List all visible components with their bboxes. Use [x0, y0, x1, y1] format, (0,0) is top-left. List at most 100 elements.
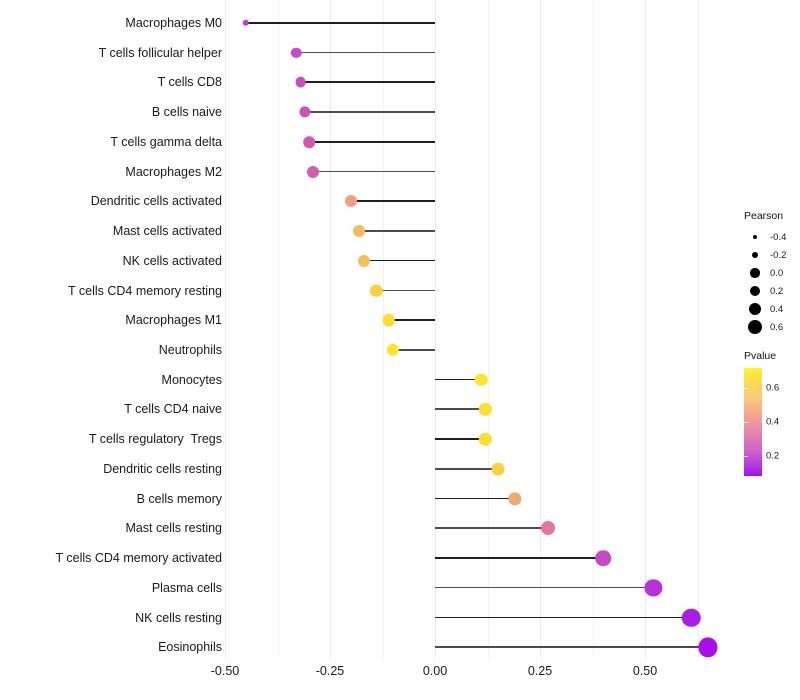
lollipop-point[interactable]	[345, 195, 357, 208]
y-axis-label: Mast cells resting	[125, 521, 222, 536]
lollipop-row	[232, 254, 733, 267]
gridline-minor	[592, 0, 594, 658]
colorbar-tickmark	[744, 455, 748, 457]
lollipop-stem	[435, 646, 708, 648]
lollipop-row	[232, 462, 733, 476]
legend-pearson-item: -0.4	[744, 228, 800, 246]
y-axis-label: Mast cells activated	[112, 224, 222, 239]
lollipop-point[interactable]	[541, 521, 556, 536]
legend-dot-icon	[744, 320, 766, 334]
legend-pearson-item: -0.2	[744, 246, 800, 264]
lollipop-row	[232, 433, 733, 446]
lollipop-stem	[435, 467, 498, 470]
lollipop-stem	[359, 230, 435, 232]
lollipop-row	[232, 637, 733, 657]
x-axis: -0.50 -0.25 0.00 0.25 0.50	[211, 658, 733, 688]
lollipop-stem	[296, 51, 435, 54]
y-axis-label: T cells CD4 naive	[124, 402, 222, 417]
legend-pearson-items: -0.4 -0.2 0.0 0.2 0.4 0.6	[744, 228, 800, 336]
colorbar-tickmark	[744, 422, 748, 423]
legend-pearson-item-label: 0.0	[770, 267, 784, 279]
lollipop-stem	[376, 289, 435, 292]
gridline-minor	[382, 0, 384, 658]
lollipop-row	[232, 47, 733, 58]
x-axis-tick-label: 0.50	[632, 664, 658, 678]
colorbar-tick-label: 0.6	[766, 382, 780, 394]
gridline-minor	[277, 0, 279, 658]
y-axis-labels: Macrophages M0 T cells follicular helper T…	[0, 0, 223, 700]
y-axis-label: Neutrophils	[158, 343, 222, 358]
y-axis-label: B cells memory	[136, 491, 222, 506]
lollipop-point[interactable]	[369, 284, 383, 297]
lollipop-point[interactable]	[681, 608, 701, 627]
lollipop-point[interactable]	[491, 462, 505, 476]
lollipop-point[interactable]	[291, 47, 302, 58]
lollipop-point[interactable]	[353, 225, 366, 238]
legend-dot-icon	[744, 285, 766, 297]
gridline-minor	[697, 0, 699, 658]
lollipop-point[interactable]	[474, 373, 488, 386]
y-axis-label: Macrophages M0	[125, 16, 222, 30]
x-axis-tick-label: -0.50	[210, 664, 240, 678]
y-axis-label: NK cells activated	[122, 253, 222, 268]
colorbar-tick-label: 0.2	[766, 450, 780, 462]
lollipop-row	[232, 106, 733, 118]
lollipop-stem	[393, 349, 435, 351]
lollipop-stem	[246, 22, 435, 24]
lollipop-point[interactable]	[644, 579, 662, 597]
lollipop-stem	[300, 81, 435, 84]
lollipop-point[interactable]	[479, 403, 492, 416]
lollipop-stem	[435, 616, 692, 619]
lollipop-stem	[435, 497, 515, 500]
legend-pvalue-title: Pvalue	[744, 350, 777, 362]
plot-panel	[225, 0, 733, 658]
y-axis-label: T cells CD4 memory resting	[68, 283, 222, 298]
lollipop-point[interactable]	[386, 343, 400, 357]
lollipop-row	[232, 284, 733, 297]
legend-pearson-item: 0.4	[744, 300, 800, 318]
legend-pearson-item: 0.2	[744, 282, 800, 300]
lollipop-row	[232, 314, 733, 327]
x-axis-tick-label: 0.25	[527, 664, 553, 678]
lollipop-row	[232, 373, 733, 386]
y-axis-label: Eosinophils	[158, 640, 222, 655]
legend-pearson-item-label: -0.2	[770, 249, 787, 261]
lollipop-point[interactable]	[307, 165, 320, 178]
lollipop-point[interactable]	[242, 19, 250, 27]
legend-pearson-item-label: -0.4	[770, 231, 787, 243]
y-axis-label: Dendritic cells activated	[90, 194, 222, 209]
gridline-major	[435, 0, 436, 658]
colorbar	[744, 368, 762, 476]
lollipop-point[interactable]	[382, 314, 395, 327]
lollipop-point[interactable]	[357, 254, 370, 267]
lollipop-row	[232, 136, 733, 148]
gridline-major	[645, 0, 646, 658]
lollipop-stem	[363, 259, 435, 262]
lollipop-point[interactable]	[303, 136, 315, 148]
lollipop-point[interactable]	[595, 550, 611, 566]
gridline-major	[225, 0, 226, 658]
y-axis-label: Macrophages M2	[125, 164, 222, 179]
legend-pearson-item-label: 0.4	[770, 303, 784, 315]
lollipop-point[interactable]	[508, 492, 522, 506]
gridline-minor	[487, 0, 489, 658]
x-axis-tick-label: 0.00	[422, 664, 448, 678]
legend-pearson-item-label: 0.6	[770, 321, 784, 333]
lollipop-row	[232, 403, 733, 416]
lollipop-point[interactable]	[299, 106, 311, 118]
lollipop-point[interactable]	[295, 77, 306, 88]
lollipop-stem	[351, 200, 435, 202]
legend-dot-icon	[744, 251, 766, 259]
y-axis-label: T cells regulatory Tregs	[88, 432, 222, 447]
legend-pvalue: Pvalue 0.6 0.4 0.2	[744, 350, 800, 476]
lollipop-stem	[313, 170, 435, 173]
lollipop-row	[232, 225, 733, 238]
y-axis-label: Plasma cells	[151, 580, 222, 595]
lollipop-point[interactable]	[698, 637, 718, 657]
colorbar-wrap: 0.6 0.4 0.2	[744, 368, 800, 476]
legend-dot-icon	[744, 234, 766, 240]
lollipop-row	[232, 579, 733, 597]
y-axis-label: Macrophages M1	[125, 313, 222, 328]
y-axis-label: T cells CD8	[157, 75, 222, 90]
lollipop-point[interactable]	[479, 433, 492, 446]
